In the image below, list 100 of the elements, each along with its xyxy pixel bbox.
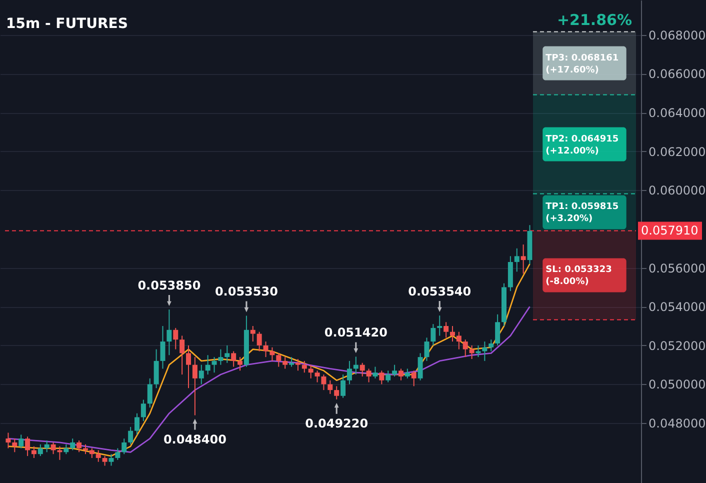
candlestick [12,438,18,453]
annotation: 0.051420 [324,326,388,340]
candlestick [404,368,410,379]
band-label: TP1: 0.059815 (+3.20%) [546,202,619,224]
candlestick [476,344,481,358]
candlestick [25,436,30,457]
candlestick [488,339,494,352]
candlestick [321,374,326,391]
text: 15m - FUTURES [6,16,128,32]
candlestick [38,444,43,457]
band-label: TP2: 0.064915 (+12.00%) [546,134,619,156]
candlestick [462,339,468,358]
candlestick [282,356,288,370]
band-label: SL: 0.053323 (-8.00%) [546,265,612,288]
candlestick [224,344,230,364]
candlestick [353,356,358,376]
candlestick [96,450,101,462]
band-label: TP3: 0.068161 (+17.60%) [546,53,619,76]
candlestick [411,370,416,387]
candlestick [392,364,398,377]
candlestick [340,374,346,398]
candlestick [482,341,488,362]
candlestick [218,348,224,366]
candlestick [154,348,159,389]
candlestick [495,314,500,346]
candlestick [6,432,11,449]
candlestick [360,362,365,377]
y-tick-label: 0.064000 [648,106,706,120]
candlestick [44,440,50,453]
candlestick [295,358,300,372]
annotation: 0.049220 [305,416,368,430]
candlestick [424,337,430,362]
candlestick [444,322,449,338]
candlestick [346,360,352,385]
candlestick [115,448,120,460]
ref-line-label: 0.057910 [641,224,698,238]
candlestick [372,366,378,379]
candlestick [398,368,404,381]
candlestick [134,412,140,436]
candlestick [450,326,455,342]
candlestick [180,335,185,376]
candlestick [238,356,243,372]
candlestick [418,352,423,381]
candlestick [231,350,236,368]
candlestick [205,354,210,376]
candlestick [173,327,178,350]
candlestick [128,426,134,445]
candlestick [147,378,152,408]
candlestick [256,331,262,352]
candlestick [437,315,442,336]
candlestick [70,438,76,451]
candlestick [192,356,198,416]
candlestick [18,434,24,449]
y-tick-label: 0.048000 [648,416,706,431]
candlestick [64,444,69,455]
candlestick [198,364,204,385]
candlestick [102,456,108,466]
annotation: 0.053530 [214,284,278,299]
y-tick-label: 0.068000 [648,28,706,42]
y-tick-label: 0.054000 [648,300,706,314]
candlestick [379,370,384,385]
y-tick-label: 0.056000 [648,261,706,276]
annotation: 0.048400 [163,432,226,446]
candlestick [122,438,127,455]
y-tick-label: 0.066000 [648,67,706,82]
candlestick [276,352,282,368]
y-tick-label: 0.062000 [648,144,706,159]
candlestick [366,368,372,383]
candlestick [50,442,56,455]
candlestick [250,326,256,342]
candlestick [289,356,294,368]
annotation: +21.86% [556,10,632,29]
candlestick [302,360,307,374]
candlestick [430,324,436,346]
y-tick-label: 0.050000 [648,378,706,392]
candlestick [89,448,94,458]
y-tick-label: 0.060000 [648,184,706,198]
candlestick [31,446,36,458]
candlestick [328,380,333,394]
candlestick [166,309,172,356]
candlestick [514,248,520,272]
candlestick [520,244,526,274]
y-tick-label: 0.052000 [648,338,706,353]
candlestick [308,364,314,379]
candlestick [314,370,320,383]
candlestick [263,341,268,358]
candlestick [469,344,474,360]
candlestick [108,454,114,466]
candlestick [334,386,340,400]
candlestick [76,440,82,453]
candlestick [186,344,192,389]
candlestick [57,446,62,460]
candlestick [212,356,217,374]
annotation: 0.053540 [408,284,472,299]
candlestick [140,399,146,422]
candlestick [456,331,462,350]
annotation: 0.053850 [138,278,201,293]
candlestick [270,346,275,362]
candlestick [386,370,391,383]
candlestick [160,326,166,370]
